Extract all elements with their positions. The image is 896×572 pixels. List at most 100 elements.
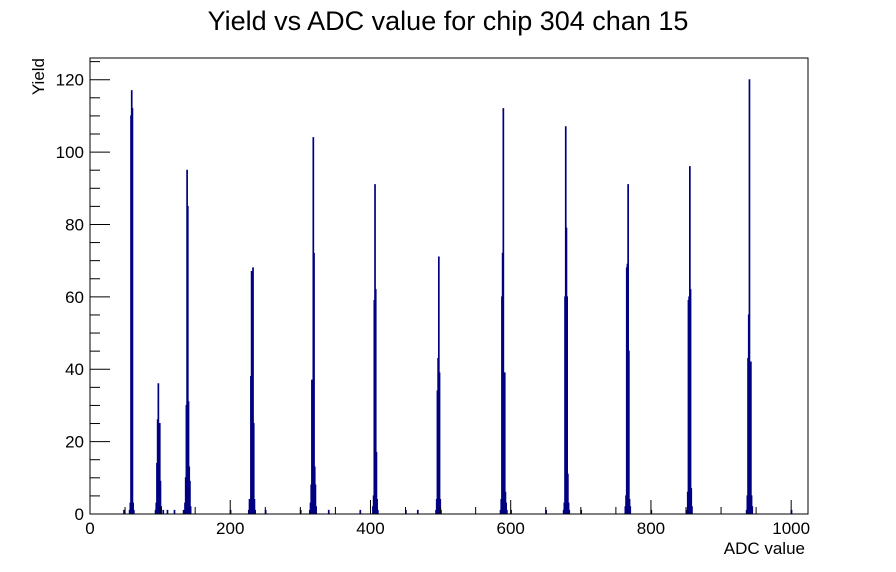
histogram-bin xyxy=(506,510,508,514)
histogram-bin xyxy=(373,495,374,514)
histogram-bin xyxy=(374,184,376,515)
histogram-bin xyxy=(158,383,159,514)
histogram-bin xyxy=(315,506,317,514)
histogram-bin xyxy=(629,499,630,514)
histogram-bin xyxy=(568,503,569,514)
x-tick-label: 600 xyxy=(497,519,525,538)
histogram-bin xyxy=(564,296,566,514)
histogram-bin xyxy=(627,264,628,514)
histogram-bin xyxy=(359,510,361,514)
histogram-bin xyxy=(188,401,189,514)
histogram-bin xyxy=(311,380,313,514)
histogram-bin xyxy=(373,300,375,514)
histogram-bin xyxy=(625,495,627,514)
histogram-bin xyxy=(186,405,187,514)
chart-title: Yield vs ADC value for chip 304 chan 15 xyxy=(207,6,689,36)
y-tick-label: 40 xyxy=(65,360,84,379)
plot-frame xyxy=(89,57,809,515)
histogram-bin xyxy=(155,510,156,514)
y-tick-label: 60 xyxy=(65,288,84,307)
x-tick-label: 1000 xyxy=(772,519,810,538)
histogram-bin xyxy=(748,314,750,514)
histogram-bin xyxy=(249,503,251,514)
histogram-bin xyxy=(626,267,628,514)
histogram-bin xyxy=(189,481,191,514)
histogram-bin xyxy=(375,289,377,514)
histogram-bin xyxy=(503,390,505,514)
histogram-bin xyxy=(160,481,161,514)
histogram-bin xyxy=(155,503,157,514)
histogram-bin xyxy=(249,499,250,514)
histogram-bin xyxy=(253,423,255,514)
histogram-bin xyxy=(563,510,564,514)
histogram-bin xyxy=(439,499,441,514)
histogram-bin xyxy=(563,503,565,514)
histogram-outline xyxy=(123,79,793,514)
x-tick-label: 800 xyxy=(637,519,665,538)
histogram-bin xyxy=(751,495,752,514)
histogram-bin xyxy=(315,485,316,514)
histogram-bin xyxy=(252,267,254,514)
histogram-bin xyxy=(437,358,439,514)
histogram-bin xyxy=(129,510,130,514)
histogram-bin xyxy=(747,495,748,514)
histogram-bin xyxy=(160,506,162,514)
histogram-bin xyxy=(133,510,135,514)
histogram-bin xyxy=(159,423,161,514)
histogram-bin xyxy=(502,253,503,514)
histogram-bin xyxy=(174,510,175,514)
histogram-bin xyxy=(162,510,164,514)
histogram-bin xyxy=(691,506,693,514)
y-tick-label: 80 xyxy=(65,215,84,234)
histogram-bin xyxy=(123,510,125,514)
histogram-bin xyxy=(254,510,256,514)
histogram-bin xyxy=(185,477,187,514)
histogram-bin xyxy=(505,503,507,514)
histogram-bin xyxy=(417,510,419,514)
histogram-bin xyxy=(254,499,255,514)
histogram-bin xyxy=(568,510,570,514)
histogram-bin xyxy=(435,510,437,514)
histogram-bin xyxy=(627,184,629,515)
histogram-bin xyxy=(438,257,440,514)
histogram-bars xyxy=(123,79,793,515)
histogram-bin xyxy=(688,296,690,514)
histogram-bin xyxy=(377,510,379,514)
histogram-bin xyxy=(690,289,691,514)
histogram-bin xyxy=(750,362,752,514)
y-tick-label: 100 xyxy=(56,143,84,162)
histogram-bin xyxy=(372,506,374,514)
histogram-bin xyxy=(629,506,631,514)
histogram-bin xyxy=(628,351,630,514)
histogram-bin xyxy=(686,510,688,514)
histogram-bin xyxy=(310,485,312,514)
y-tick-label: 120 xyxy=(56,71,84,90)
histogram-bin xyxy=(437,390,438,514)
y-axis-ticks: 0 20 40 60 80 100 120 xyxy=(56,61,110,524)
histogram-bin xyxy=(566,296,568,514)
histogram-bin xyxy=(250,376,252,514)
histogram-bin xyxy=(314,466,316,514)
y-tick-label: 0 xyxy=(75,505,84,524)
histogram-bin xyxy=(187,206,189,514)
histogram-bin xyxy=(248,510,250,514)
histogram-bin xyxy=(130,115,132,515)
x-tick-label: 400 xyxy=(356,519,384,538)
histogram-bin xyxy=(749,362,751,514)
histogram-bin xyxy=(376,499,378,514)
histogram-bin xyxy=(689,166,691,514)
histogram-bin xyxy=(251,275,253,514)
histogram-bin xyxy=(500,499,502,514)
histogram-bin xyxy=(501,296,503,514)
histogram-bin xyxy=(157,419,159,514)
x-tick-label: 200 xyxy=(216,519,244,538)
histogram-bin xyxy=(439,372,440,514)
histogram-bin xyxy=(500,510,501,514)
y-tick-label: 20 xyxy=(65,433,84,452)
histogram-bin xyxy=(183,510,184,514)
histogram-bin xyxy=(504,372,506,514)
histogram-bin xyxy=(312,434,313,514)
histogram-bin xyxy=(167,510,168,514)
histogram-bin xyxy=(188,466,190,514)
